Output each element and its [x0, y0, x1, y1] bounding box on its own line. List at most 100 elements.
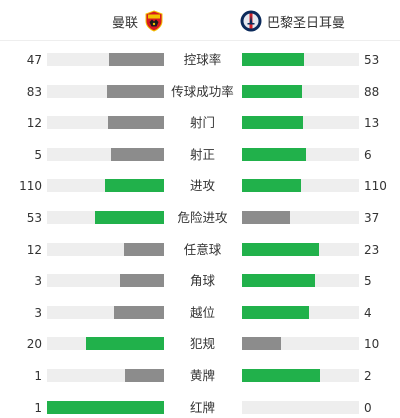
- away-stat-bar: [242, 242, 319, 256]
- teams-header: 曼联 巴黎圣日耳曼: [0, 0, 400, 40]
- away-stat-bar: [242, 84, 302, 98]
- stat-row: 3 越位 4: [0, 303, 400, 323]
- home-stat-value: 1: [34, 369, 42, 383]
- away-stat-bar-track: [242, 116, 359, 130]
- home-stat-bar: [109, 53, 164, 66]
- stat-row: 1 红牌 0: [0, 398, 400, 418]
- stat-row: 20 犯规 10: [0, 334, 400, 354]
- home-stat-value: 12: [26, 242, 42, 257]
- away-stat-bar-track: [242, 84, 359, 98]
- away-stat-value: 88: [364, 84, 380, 99]
- away-stat-bar: [242, 53, 304, 66]
- stat-row: 83 传球成功率 88: [0, 82, 400, 102]
- home-stat-bar-track: [47, 211, 164, 224]
- away-stat-bar-track: [242, 211, 359, 224]
- home-stat-bar: [105, 179, 164, 193]
- away-stat-bar-track: [242, 274, 359, 288]
- away-stat-bar: [242, 274, 315, 288]
- away-stat-value: 53: [364, 53, 380, 67]
- home-stat-bar: [95, 211, 164, 224]
- psg-crest-icon: [240, 10, 262, 32]
- stat-label: 控球率: [183, 52, 222, 67]
- away-stat-value: 6: [364, 147, 372, 162]
- home-stat-bar: [114, 305, 164, 319]
- away-stat-bar: [242, 369, 320, 382]
- away-stat-value: 0: [364, 400, 372, 415]
- home-stat-bar-track: [47, 53, 164, 66]
- header-divider: [0, 40, 400, 41]
- home-stat-bar: [47, 400, 164, 414]
- stat-label: 射正: [189, 146, 215, 162]
- home-stat-bar-track: [47, 400, 164, 414]
- away-stat-bar: [242, 179, 301, 193]
- home-stat-value: 5: [34, 147, 42, 162]
- away-stat-bar: [242, 116, 303, 130]
- stat-label: 犯规: [189, 336, 215, 352]
- home-stat-bar: [107, 84, 164, 98]
- stat-label: 越位: [189, 304, 215, 320]
- home-stat-value: 53: [26, 211, 42, 225]
- home-stat-value: 3: [34, 274, 42, 289]
- home-stat-bar-track: [47, 84, 164, 98]
- stat-row: 12 任意球 23: [0, 240, 400, 260]
- away-stat-bar: [242, 305, 309, 319]
- home-stat-bar-track: [47, 116, 164, 130]
- stat-label: 角球: [189, 273, 215, 289]
- away-stat-bar-track: [242, 400, 359, 414]
- stat-row: 12 射门 13: [0, 113, 400, 133]
- away-stat-value: 13: [364, 116, 380, 131]
- home-stat-bar-track: [47, 242, 164, 256]
- home-stat-value: 83: [26, 84, 42, 99]
- home-stat-bar: [108, 116, 164, 130]
- stat-row: 110 进攻 110: [0, 176, 400, 196]
- away-stat-bar-track: [242, 369, 359, 382]
- away-stat-value: 37: [364, 211, 380, 225]
- away-team[interactable]: 巴黎圣日耳曼: [240, 8, 345, 34]
- away-stat-value: 10: [364, 337, 380, 352]
- away-stat-value: 4: [364, 305, 372, 320]
- home-stat-bar-track: [47, 274, 164, 288]
- away-stat-value: 2: [364, 369, 372, 383]
- away-stat-value: 23: [364, 242, 380, 257]
- stat-row: 1 黄牌 2: [0, 366, 400, 386]
- stat-row: 3 角球 5: [0, 271, 400, 291]
- home-stat-bar-track: [47, 305, 164, 319]
- home-stat-bar: [125, 369, 164, 382]
- home-stat-bar-track: [47, 147, 164, 161]
- stat-row: 53 危险进攻 37: [0, 208, 400, 228]
- home-stat-value: 1: [34, 400, 42, 415]
- home-team[interactable]: 曼联: [112, 8, 165, 34]
- stat-label: 进攻: [189, 178, 215, 194]
- away-stat-bar-track: [242, 147, 359, 161]
- away-stat-bar-track: [242, 337, 359, 351]
- away-stat-bar-track: [242, 179, 359, 193]
- home-stat-bar: [120, 274, 164, 288]
- home-stat-value: 20: [26, 337, 42, 352]
- manchester-united-crest-icon: [143, 10, 165, 32]
- home-stat-value: 47: [26, 53, 42, 67]
- away-stat-value: 5: [364, 274, 372, 289]
- away-stat-bar: [242, 211, 290, 224]
- home-stat-bar: [86, 337, 164, 351]
- stat-row: 47 控球率 53: [0, 50, 400, 70]
- away-stat-bar-track: [242, 53, 359, 66]
- home-stat-bar: [124, 242, 164, 256]
- home-stat-bar-track: [47, 337, 164, 351]
- away-team-name: 巴黎圣日耳曼: [267, 15, 346, 31]
- home-stat-bar-track: [47, 179, 164, 193]
- home-stat-value: 12: [26, 116, 42, 131]
- stat-label: 传球成功率: [171, 83, 234, 99]
- stat-label: 红牌: [189, 399, 215, 415]
- stat-label: 射门: [189, 115, 215, 131]
- home-stat-bar: [111, 147, 164, 161]
- away-stat-bar: [242, 147, 306, 161]
- home-stat-value: 3: [34, 305, 42, 320]
- away-stat-bar-track: [242, 305, 359, 319]
- away-stat-bar-track: [242, 242, 359, 256]
- stat-row: 5 射正 6: [0, 145, 400, 165]
- home-stat-bar-track: [47, 369, 164, 382]
- home-stat-value: 110: [19, 179, 42, 194]
- stat-label: 黄牌: [189, 368, 215, 383]
- stat-label: 任意球: [183, 241, 222, 257]
